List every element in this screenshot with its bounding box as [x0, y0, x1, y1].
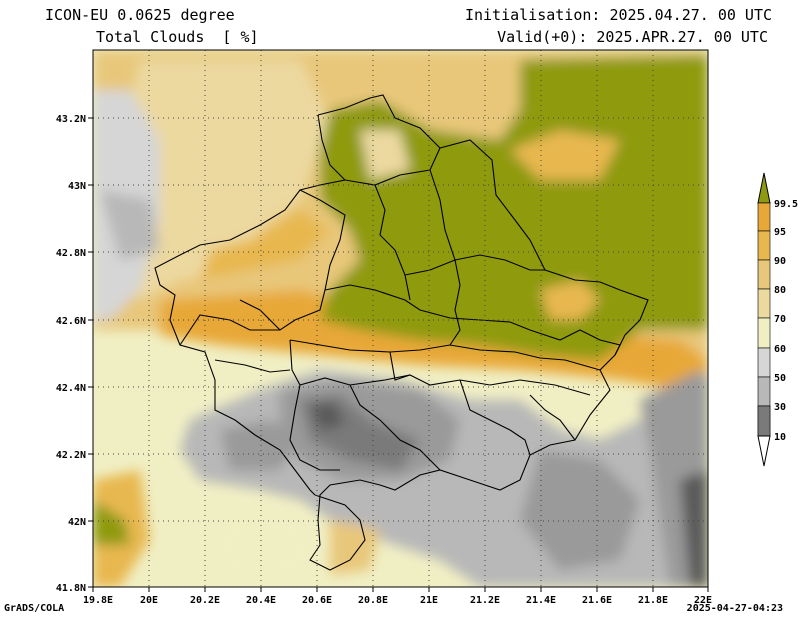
- y-label: 42N: [68, 517, 86, 528]
- colorbar-label: 95: [774, 227, 786, 238]
- x-label: 22E: [694, 595, 712, 606]
- x-label: 19.8E: [83, 595, 113, 606]
- x-label: 20.6E: [302, 595, 332, 606]
- x-label: 21.6E: [582, 595, 612, 606]
- y-label: 42.4N: [56, 383, 86, 394]
- map-frame: [92, 49, 709, 588]
- y-label: 43N: [68, 181, 86, 192]
- colorbar-label: 60: [774, 344, 786, 355]
- colorbar-swatch: [757, 376, 771, 407]
- x-label: 20.2E: [190, 595, 220, 606]
- variable-title: Total Clouds [ %]: [96, 28, 259, 46]
- axis-ticks: [88, 117, 709, 592]
- colorbar-label: 90: [774, 256, 786, 267]
- colorbar-swatch: [757, 259, 771, 290]
- colorbar: 99.5 95 90 80 70 60 50 30 10: [757, 172, 798, 467]
- x-label: 21.2E: [470, 595, 500, 606]
- y-axis-labels: 43.2N 43N 42.8N 42.6N 42.4N 42.2N 42N 41…: [56, 114, 86, 594]
- colorbar-label: 30: [774, 402, 786, 413]
- init-time: Initialisation: 2025.04.27. 00 UTC: [464, 6, 772, 24]
- x-axis-labels: 19.8E 20E 20.2E 20.4E 20.6E 20.8E 21E 21…: [83, 595, 712, 606]
- colorbar-top-arrow: [757, 172, 771, 204]
- colorbar-label: 99.5: [774, 199, 798, 210]
- colorbar-swatch: [757, 347, 771, 378]
- footer-credit: GrADS/COLA: [4, 603, 65, 614]
- x-label: 20.4E: [246, 595, 276, 606]
- y-label: 42.6N: [56, 316, 86, 327]
- colorbar-label: 50: [774, 373, 786, 384]
- model-title: ICON-EU 0.0625 degree: [45, 6, 235, 24]
- y-label: 42.8N: [56, 248, 86, 259]
- y-label: 43.2N: [56, 114, 86, 125]
- colorbar-label: 10: [774, 432, 786, 443]
- colorbar-swatch: [757, 317, 771, 349]
- cloud-cover-field: [93, 50, 708, 587]
- colorbar-label: 80: [774, 285, 786, 296]
- x-label: 20E: [140, 595, 158, 606]
- valid-time: Valid(+0): 2025.APR.27. 00 UTC: [497, 28, 768, 46]
- colorbar-swatch: [757, 405, 771, 437]
- y-label: 41.8N: [56, 583, 86, 594]
- x-label: 21.8E: [638, 595, 668, 606]
- y-label: 42.2N: [56, 450, 86, 461]
- x-label: 21.4E: [526, 595, 556, 606]
- colorbar-swatch: [757, 230, 771, 261]
- colorbar-bottom-arrow: [757, 435, 771, 467]
- x-label: 21E: [420, 595, 438, 606]
- x-label: 20.8E: [358, 595, 388, 606]
- admin-borders: [154, 94, 649, 571]
- footer-timestamp: 2025-04-27-04:23: [686, 603, 783, 614]
- colorbar-swatch: [757, 288, 771, 319]
- colorbar-swatch: [757, 202, 771, 232]
- colorbar-label: 70: [774, 314, 786, 325]
